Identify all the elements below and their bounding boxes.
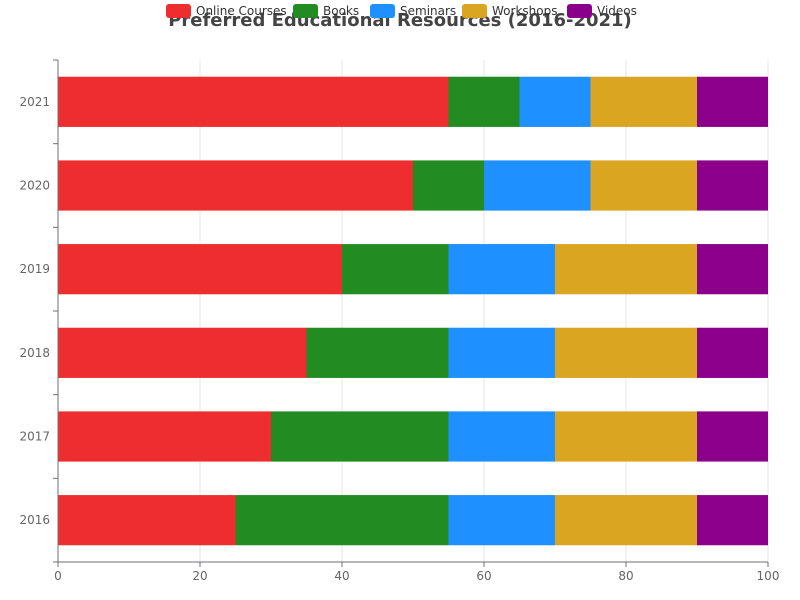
bar-online-courses-2020 [58, 160, 413, 211]
gridlines [57, 60, 769, 562]
bar-seminars-2021 [519, 76, 591, 127]
y-tick-label: 2021 [19, 95, 50, 109]
bar-books-2018 [306, 327, 449, 378]
legend-label: Workshops [492, 4, 557, 18]
bar-online-courses-2021 [58, 76, 449, 127]
bar-workshops-2018 [555, 327, 697, 378]
y-tick-label: 2016 [19, 513, 50, 527]
y-tick-label: 2017 [19, 430, 50, 444]
legend-swatch-4 [567, 4, 592, 18]
x-tick-label: 0 [54, 569, 62, 583]
bar-workshops-2021 [590, 76, 697, 127]
legend: Online Courses Books Seminars Workshops Vide… [166, 4, 637, 18]
bar-seminars-2016 [448, 495, 555, 546]
bar-online-courses-2019 [58, 244, 342, 295]
legend-label: Books [323, 4, 359, 18]
bar-online-courses-2018 [58, 327, 307, 378]
legend-label: Online Courses [196, 4, 287, 18]
x-tick-label: 60 [476, 569, 491, 583]
bar-books-2016 [235, 495, 449, 546]
bar-seminars-2019 [448, 244, 555, 295]
bar-seminars-2020 [484, 160, 591, 211]
x-tick-label: 100 [757, 569, 780, 583]
bar-workshops-2016 [555, 495, 697, 546]
legend-swatch-0 [166, 4, 191, 18]
bars [58, 76, 768, 546]
y-tick-label: 2018 [19, 346, 50, 360]
bar-books-2019 [342, 244, 449, 295]
bar-videos-2020 [697, 160, 768, 211]
bar-workshops-2017 [555, 411, 697, 462]
bar-videos-2018 [697, 327, 768, 378]
legend-swatch-2 [370, 4, 395, 18]
bar-seminars-2018 [448, 327, 555, 378]
y-tick-label: 2019 [19, 262, 50, 276]
bar-online-courses-2016 [58, 495, 236, 546]
x-tick-label: 80 [618, 569, 633, 583]
bar-videos-2016 [697, 495, 768, 546]
legend-swatch-3 [462, 4, 487, 18]
legend-label: Videos [597, 4, 637, 18]
legend-swatch-1 [293, 4, 318, 18]
bar-videos-2021 [697, 76, 768, 127]
y-tick-label: 2020 [19, 179, 50, 193]
axes: 0 20 40 60 80 100 2016 2017 2018 2019 2020 2021 [19, 59, 780, 583]
chart-title: Preferred Educational Resources (2016-20… [168, 10, 632, 31]
bar-videos-2017 [697, 411, 768, 462]
bar-books-2020 [413, 160, 484, 211]
bar-videos-2019 [697, 244, 768, 295]
bar-online-courses-2017 [58, 411, 271, 462]
x-tick-label: 40 [334, 569, 349, 583]
bar-workshops-2020 [590, 160, 697, 211]
legend-label: Seminars [400, 4, 456, 18]
x-tick-label: 20 [192, 569, 207, 583]
bar-workshops-2019 [555, 244, 697, 295]
bar-books-2021 [448, 76, 520, 127]
bar-books-2017 [271, 411, 449, 462]
bar-seminars-2017 [448, 411, 555, 462]
